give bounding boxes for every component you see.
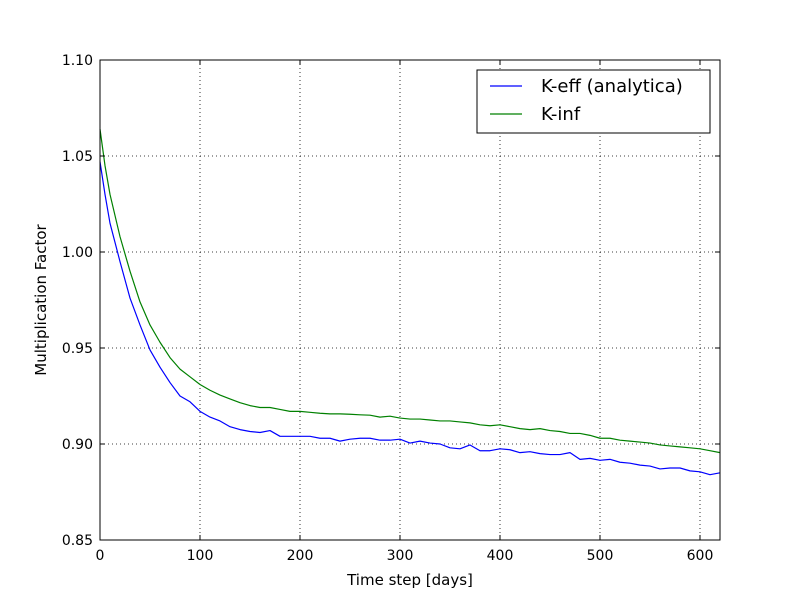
x-tick-label: 400 xyxy=(487,548,514,564)
series-line-k-eff xyxy=(99,161,721,476)
y-tick-label: 1.10 xyxy=(62,53,93,69)
x-tick-label: 0 xyxy=(96,548,105,564)
legend-label: K-inf xyxy=(541,104,581,125)
y-tick-label: 0.90 xyxy=(62,437,93,453)
series-layer xyxy=(99,129,721,476)
x-tick-label: 300 xyxy=(387,548,414,564)
legend-label: K-eff (analytica) xyxy=(541,76,683,97)
x-tick-label: 500 xyxy=(587,548,614,564)
grid-lines xyxy=(100,60,720,540)
x-tick-label: 600 xyxy=(687,548,714,564)
series-line-k-inf xyxy=(99,129,721,454)
plot-area-frame xyxy=(99,59,721,541)
y-tick-label: 1.05 xyxy=(62,149,93,165)
legend-box xyxy=(476,69,711,134)
x-tick-label: 100 xyxy=(187,548,214,564)
axis-ticks: 0 100 200 300 400 500 600 0.85 0.90 0.95 1.00 1.05 1… xyxy=(62,53,720,564)
legend: K-eff (analytica) K-inf xyxy=(476,69,711,134)
y-tick-label: 0.85 xyxy=(62,533,93,549)
y-tick-label: 0.95 xyxy=(62,341,93,357)
x-axis-label: Time step [days] xyxy=(346,571,473,589)
x-tick-label: 200 xyxy=(287,548,314,564)
y-tick-label: 1.00 xyxy=(62,245,93,261)
y-axis-label: Multiplication Factor xyxy=(32,223,50,375)
